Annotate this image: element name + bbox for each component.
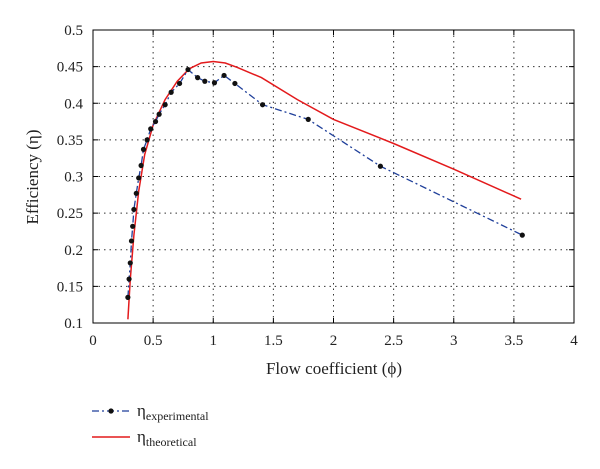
experimental-point (185, 66, 191, 73)
experimental-point (519, 232, 525, 238)
experimental-point (125, 294, 131, 300)
legend-theoretical-label: ηtheoretical (137, 427, 197, 449)
x-tick-label: 4 (570, 333, 578, 349)
experimental-point (148, 126, 154, 132)
x-tick-label: 3.5 (505, 333, 524, 349)
x-axis-label: Flow coefficient (ϕ) (266, 359, 402, 378)
experimental-point (128, 238, 135, 244)
experimental-point (195, 75, 201, 81)
experimental-point (140, 146, 147, 152)
series-theoretical-line (127, 60, 522, 320)
experimental-point (133, 190, 139, 196)
legend-entry-experimental: ηexperimental (92, 401, 209, 423)
experimental-point (130, 223, 136, 229)
legend-experimental-marker (108, 408, 114, 414)
gridlines (93, 30, 574, 323)
x-tick-label: 3 (450, 333, 458, 349)
experimental-point (202, 78, 208, 84)
series-experimental-line (127, 68, 523, 298)
x-tick-label: 1.5 (264, 333, 283, 349)
experimental-point (221, 72, 227, 79)
axis-ticks (92, 29, 575, 324)
experimental-point (377, 163, 383, 169)
y-tick-label: 0.35 (57, 133, 83, 149)
y-tick-label: 0.15 (57, 279, 83, 295)
y-tick-label: 0.25 (57, 206, 83, 222)
x-tick-labels: 0 0.5 1 1.5 2 2.5 3 3.5 4 (89, 333, 578, 349)
y-tick-label: 0.4 (64, 96, 83, 112)
experimental-point (152, 118, 159, 125)
experimental-point (138, 162, 144, 169)
y-tick-label: 0.3 (64, 170, 83, 186)
y-tick-label: 0.2 (64, 243, 83, 259)
legend-experimental-label: ηexperimental (137, 401, 209, 423)
experimental-point (232, 80, 238, 87)
experimental-point (144, 137, 150, 143)
x-tick-label: 0 (89, 333, 97, 349)
experimental-point (259, 102, 266, 108)
experimental-point (168, 89, 174, 95)
experimental-point (305, 116, 311, 122)
experimental-point (156, 111, 162, 117)
experimental-point (126, 276, 132, 282)
x-tick-label: 0.5 (144, 333, 163, 349)
x-tick-label: 2.5 (384, 333, 403, 349)
experimental-point (131, 206, 137, 213)
experimental-point (211, 80, 218, 86)
y-axis-label: Efficiency (η) (23, 130, 42, 225)
experimental-point (136, 175, 142, 181)
legend: ηexperimental ηtheoretical (92, 401, 209, 449)
y-tick-label: 0.1 (64, 316, 83, 332)
experimental-point (162, 102, 168, 108)
legend-entry-theoretical: ηtheoretical (92, 427, 197, 449)
y-tick-label: 0.5 (64, 23, 83, 39)
x-tick-label: 2 (330, 333, 338, 349)
experimental-point (127, 260, 133, 266)
y-tick-labels: 0.1 0.15 0.2 0.25 0.3 0.35 0.4 0.45 0.5 (57, 23, 84, 332)
series-layer (125, 60, 525, 320)
experimental-point (176, 80, 183, 87)
x-tick-label: 1 (210, 333, 218, 349)
y-tick-label: 0.45 (57, 60, 83, 76)
